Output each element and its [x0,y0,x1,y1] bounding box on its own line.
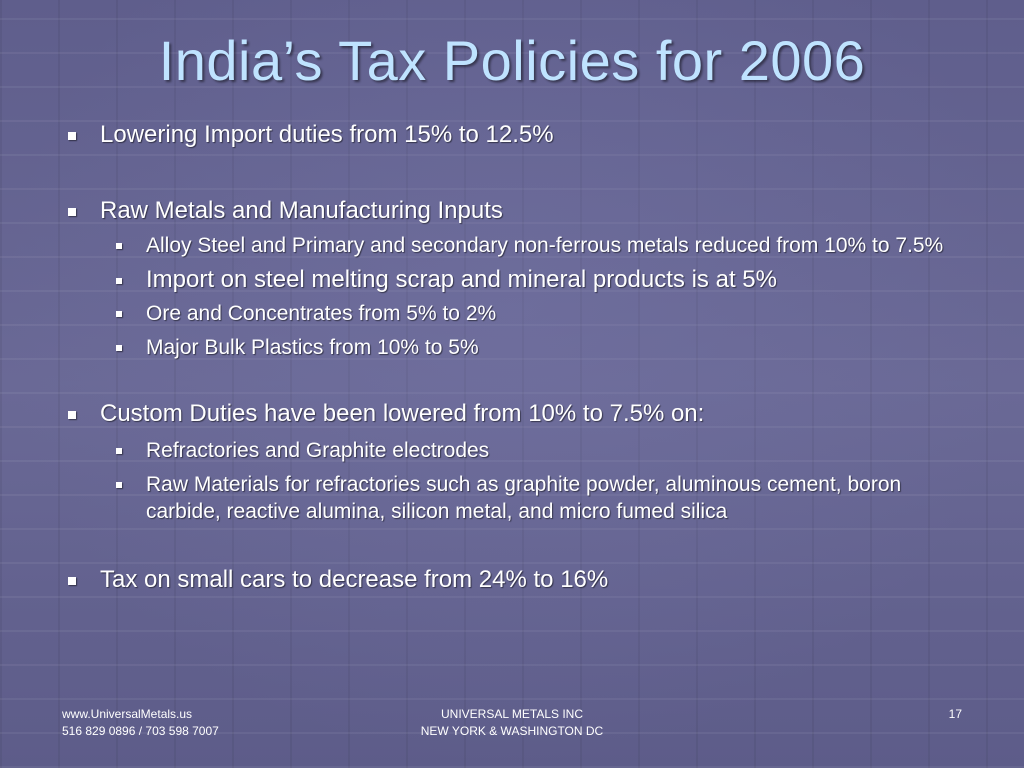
square-bullet-icon [116,482,122,488]
bullet-item: Tax on small cars to decrease from 24% t… [60,565,990,595]
square-bullet-icon [68,411,76,419]
bullet-text: Custom Duties have been lowered from 10%… [100,400,705,427]
bullet-item: Custom Duties have been lowered from 10%… [60,399,990,429]
footer-contact: www.UniversalMetals.us 516 829 0896 / 70… [62,706,219,740]
square-bullet-icon [116,278,122,284]
square-bullet-icon [116,345,122,351]
square-bullet-icon [68,577,76,585]
sub-bullet-item: Refractories and Graphite electrodes [60,437,990,464]
square-bullet-icon [116,243,122,249]
square-bullet-icon [116,311,122,317]
square-bullet-icon [68,208,76,216]
bullet-item: Lowering Import duties from 15% to 12.5% [60,120,990,150]
footer-company-name: UNIVERSAL METALS INC [440,707,584,721]
bullet-text: Lowering Import duties from 15% to 12.5% [100,121,554,148]
bullet-item: Raw Metals and Manufacturing Inputs [60,196,990,226]
sub-bullet-item: Alloy Steel and Primary and secondary no… [60,232,946,259]
sub-bullet-text: Major Bulk Plastics from 10% to 5% [146,336,479,359]
sub-bullet-text: Import on steel melting scrap and minera… [146,266,777,293]
slide-title: India’s Tax Policies for 2006 [158,29,866,92]
footer-website: www.UniversalMetals.us [62,707,193,721]
sub-bullet-item: Import on steel melting scrap and minera… [60,266,990,293]
slide-body: Lowering Import duties from 15% to 12.5%… [60,110,990,595]
bullet-text: Tax on small cars to decrease from 24% t… [100,566,609,593]
square-bullet-icon [68,132,76,140]
sub-bullet-text: Refractories and Graphite electrodes [146,439,490,462]
footer-company: UNIVERSAL METALS INC NEW YORK & WASHINGT… [0,706,1024,740]
sub-bullet-item: Ore and Concentrates from 5% to 2% [60,300,990,327]
footer-phone: 516 829 0896 / 703 598 7007 [62,724,219,738]
footer-company-location: NEW YORK & WASHINGTON DC [420,724,604,738]
slide-number: 17 [948,707,962,721]
sub-bullet-item: Raw Materials for refractories such as g… [60,471,966,525]
sub-bullet-text: Alloy Steel and Primary and secondary no… [146,234,944,257]
square-bullet-icon [116,448,122,454]
sub-bullet-item: Major Bulk Plastics from 10% to 5% [60,334,990,361]
bullet-text: Raw Metals and Manufacturing Inputs [100,197,503,224]
sub-bullet-text: Ore and Concentrates from 5% to 2% [146,302,497,325]
sub-bullet-text: Raw Materials for refractories such as g… [146,473,902,523]
